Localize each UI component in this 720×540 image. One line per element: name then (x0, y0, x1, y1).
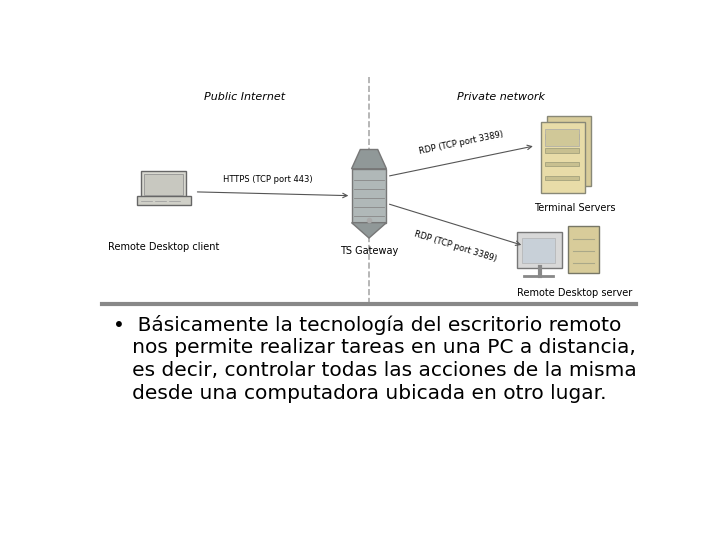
FancyBboxPatch shape (137, 197, 191, 205)
FancyBboxPatch shape (545, 162, 579, 166)
FancyBboxPatch shape (545, 148, 579, 153)
FancyBboxPatch shape (144, 174, 183, 195)
FancyBboxPatch shape (552, 128, 585, 132)
FancyBboxPatch shape (547, 116, 591, 186)
Text: Remote Desktop client: Remote Desktop client (108, 242, 220, 252)
FancyBboxPatch shape (351, 168, 387, 222)
Text: RDP (TCP port 3389): RDP (TCP port 3389) (413, 229, 498, 264)
FancyBboxPatch shape (552, 170, 585, 174)
FancyBboxPatch shape (141, 171, 186, 198)
FancyBboxPatch shape (545, 134, 579, 139)
Text: HTTPS (TCP port 443): HTTPS (TCP port 443) (223, 175, 313, 184)
Text: Private network: Private network (456, 92, 545, 102)
Text: TS Gateway: TS Gateway (340, 246, 398, 256)
Text: Public Internet: Public Internet (204, 92, 286, 102)
Bar (102, 76, 636, 303)
FancyBboxPatch shape (545, 129, 579, 146)
Polygon shape (351, 222, 387, 238)
Text: Remote Desktop server: Remote Desktop server (517, 288, 632, 298)
FancyBboxPatch shape (518, 232, 562, 268)
FancyBboxPatch shape (522, 238, 555, 263)
FancyBboxPatch shape (552, 142, 585, 146)
Text: es decir, controlar todas las acciones de la misma: es decir, controlar todas las acciones d… (113, 361, 637, 380)
Polygon shape (351, 150, 387, 168)
FancyBboxPatch shape (568, 226, 599, 273)
FancyBboxPatch shape (552, 156, 585, 160)
Text: Terminal Servers: Terminal Servers (534, 204, 615, 213)
Text: RDP (TCP port 3389): RDP (TCP port 3389) (418, 130, 504, 157)
FancyBboxPatch shape (552, 123, 585, 139)
Text: •  Básicamente la tecnología del escritorio remoto: • Básicamente la tecnología del escritor… (113, 315, 621, 335)
FancyBboxPatch shape (541, 122, 585, 193)
Text: nos permite realizar tareas en una PC a distancia,: nos permite realizar tareas en una PC a … (113, 338, 636, 357)
FancyBboxPatch shape (545, 176, 579, 180)
Text: desde una computadora ubicada en otro lugar.: desde una computadora ubicada en otro lu… (113, 384, 607, 403)
